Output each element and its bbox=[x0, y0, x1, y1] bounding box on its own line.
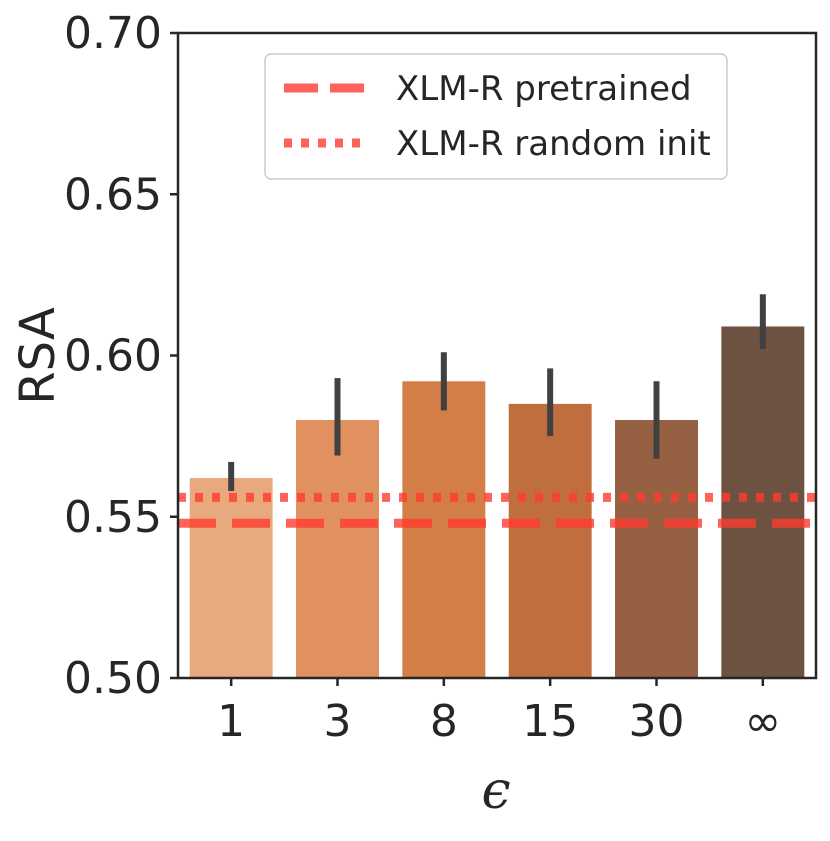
y-tick-label-1: 0.50 bbox=[64, 653, 162, 704]
legend-label-random-init: XLM-R random init bbox=[396, 124, 711, 164]
y-tick-label-5: 0.70 bbox=[64, 8, 162, 59]
y-tick-label-3: 0.60 bbox=[64, 331, 162, 382]
legend: XLM-R pretrained XLM-R random init bbox=[264, 53, 728, 180]
y-axis-title: RSA bbox=[10, 307, 66, 405]
bar-2 bbox=[296, 420, 379, 678]
y-tick-label-2: 0.55 bbox=[64, 492, 162, 543]
y-axis-ticks: 0.50 0.55 0.60 0.65 0.70 bbox=[64, 8, 178, 704]
error-bars-layer bbox=[228, 294, 766, 491]
bar-5 bbox=[615, 420, 698, 678]
x-tick-label-4: 15 bbox=[522, 696, 578, 747]
bars-layer bbox=[189, 326, 805, 678]
legend-box bbox=[264, 53, 728, 180]
bar-6 bbox=[721, 326, 805, 678]
legend-label-pretrained: XLM-R pretrained bbox=[396, 69, 692, 109]
bar-1 bbox=[189, 478, 273, 678]
bar-3 bbox=[402, 381, 486, 678]
x-axis-title: ϵ bbox=[481, 761, 510, 821]
reference-lines-layer bbox=[178, 492, 816, 528]
x-tick-label-5: 30 bbox=[629, 696, 685, 747]
x-tick-label-1: 1 bbox=[217, 696, 245, 747]
y-tick-label-4: 0.65 bbox=[64, 169, 162, 220]
x-axis-ticks: 1 3 8 15 30 ∞ bbox=[217, 678, 781, 747]
x-tick-label-2: 3 bbox=[324, 696, 352, 747]
x-tick-label-6: ∞ bbox=[745, 696, 782, 747]
x-tick-label-3: 8 bbox=[430, 696, 458, 747]
bar-4 bbox=[508, 403, 592, 678]
